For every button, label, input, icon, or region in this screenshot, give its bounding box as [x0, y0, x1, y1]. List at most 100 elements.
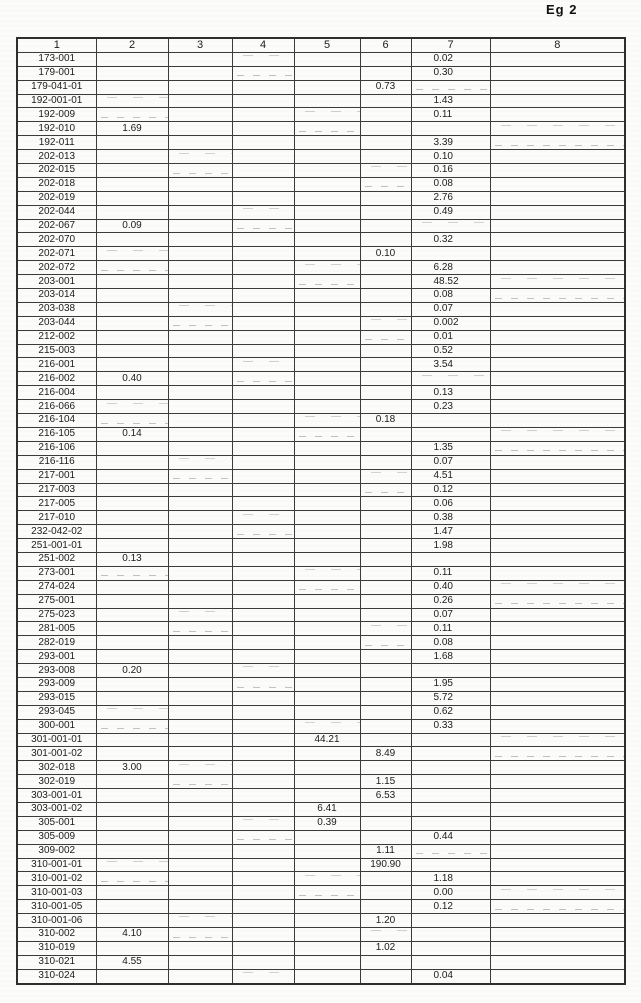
table-row: 310-001-05 0.12 — [16, 899, 626, 915]
value-cell-col8 — [489, 829, 626, 845]
row-id: 310-002 — [38, 928, 76, 940]
value-cell-col3 — [167, 885, 233, 901]
value-cell-col5 — [293, 315, 361, 331]
row-id-cell: 275-001 — [16, 593, 97, 609]
value-cell-col5 — [293, 454, 361, 470]
value-cell-col2 — [95, 329, 169, 345]
table-row: 215-003 0.52 — [16, 343, 626, 359]
value-cell-col4 — [231, 107, 295, 123]
value-cell-col5 — [293, 343, 361, 359]
value-cell-col6: 1.15 — [359, 774, 412, 790]
row-id-cell: 281-005 — [16, 621, 97, 637]
cell-value: 1.18 — [433, 872, 453, 884]
value-cell-col8 — [489, 510, 626, 526]
value-cell-col4 — [231, 385, 295, 401]
cell-value: 0.62 — [433, 706, 453, 718]
value-cell-col2 — [95, 357, 169, 373]
value-cell-col7 — [410, 121, 491, 137]
value-cell-col2 — [95, 899, 169, 915]
value-cell-col4 — [231, 482, 295, 498]
row-id: 251-001-01 — [31, 539, 83, 551]
cell-value: 0.09 — [122, 220, 142, 232]
value-cell-col8 — [489, 843, 626, 859]
value-cell-col8 — [489, 801, 626, 817]
value-cell-col7 — [410, 774, 491, 790]
row-id-cell: 310-001-01 — [16, 857, 97, 873]
table-row: 202-044 0.49 — [16, 204, 626, 220]
value-cell-col7 — [410, 843, 491, 859]
cell-value: 0.14 — [122, 428, 142, 440]
row-id-cell: 203-014 — [16, 288, 97, 303]
value-cell-col2 — [95, 343, 169, 359]
value-cell-col4 — [231, 857, 295, 873]
value-cell-col3 — [167, 927, 233, 942]
row-id-cell: 216-106 — [16, 440, 97, 456]
row-id-cell: 293-008 — [16, 663, 97, 678]
cell-value: 1.02 — [375, 942, 396, 954]
value-cell-col3 — [167, 913, 233, 928]
value-cell-col7: 2.76 — [410, 190, 491, 206]
cell-value: 4.55 — [122, 956, 142, 968]
row-id: 202-044 — [38, 206, 76, 218]
cell-value: 0.08 — [433, 178, 453, 190]
value-cell-col4 — [231, 274, 295, 290]
value-cell-col5 — [293, 760, 361, 776]
row-id: 217-003 — [38, 483, 76, 495]
value-cell-col4 — [231, 454, 295, 470]
cell-value: 0.10 — [375, 247, 396, 259]
value-cell-col5 — [293, 746, 361, 762]
value-cell-col3 — [167, 454, 233, 470]
value-cell-col4 — [231, 968, 295, 985]
value-cell-col5 — [293, 607, 361, 623]
value-cell-col8 — [489, 663, 626, 678]
row-id: 203-001 — [38, 275, 76, 287]
value-cell-col2: 4.55 — [95, 954, 169, 970]
value-cell-col8 — [489, 954, 626, 970]
value-cell-col8 — [489, 454, 626, 470]
row-id: 216-104 — [38, 414, 76, 426]
value-cell-col7: 0.49 — [410, 204, 491, 220]
value-cell-col5 — [293, 496, 361, 512]
row-id-cell: 192-010 — [16, 121, 97, 137]
row-id-cell: 202-015 — [16, 163, 97, 178]
cell-value: 0.08 — [433, 636, 453, 648]
row-id-cell: 275-023 — [16, 607, 97, 623]
value-cell-col4 — [231, 343, 295, 359]
value-cell-col7: 0.13 — [410, 385, 491, 401]
row-id-cell: 251-001-01 — [16, 538, 97, 553]
table-row: 192-001-01 1.43 — [16, 93, 626, 109]
column-header-7: 7 — [410, 37, 491, 53]
cell-value: 0.73 — [375, 81, 396, 93]
row-id-cell: 203-038 — [16, 301, 97, 317]
value-cell-col6 — [359, 135, 412, 151]
value-cell-col2 — [95, 93, 169, 109]
value-cell-col3 — [167, 385, 233, 401]
value-cell-col7: 0.11 — [410, 107, 491, 123]
value-cell-col4 — [231, 65, 295, 81]
value-cell-col3 — [167, 607, 233, 623]
value-cell-col8 — [489, 565, 626, 581]
value-cell-col4 — [231, 413, 295, 428]
value-cell-col2 — [95, 871, 169, 887]
row-id-cell: 293-001 — [16, 649, 97, 665]
row-id-cell: 217-005 — [16, 496, 97, 512]
value-cell-col4 — [231, 788, 295, 803]
value-cell-col8 — [489, 940, 626, 956]
value-cell-col5 — [293, 274, 361, 290]
value-cell-col4 — [231, 607, 295, 623]
value-cell-col3 — [167, 899, 233, 915]
value-cell-col3 — [167, 760, 233, 776]
value-cell-col2 — [95, 857, 169, 873]
value-cell-col6 — [359, 496, 412, 512]
table-row: 217-001 4.51 — [16, 468, 626, 484]
value-cell-col8 — [489, 399, 626, 415]
value-cell-col7: 0.08 — [410, 635, 491, 651]
row-id-cell: 202-018 — [16, 176, 97, 192]
row-id: 203-014 — [38, 289, 76, 301]
value-cell-col7: 0.07 — [410, 301, 491, 317]
value-cell-col7 — [410, 913, 491, 928]
value-cell-col3 — [167, 774, 233, 790]
value-cell-col8 — [489, 621, 626, 637]
